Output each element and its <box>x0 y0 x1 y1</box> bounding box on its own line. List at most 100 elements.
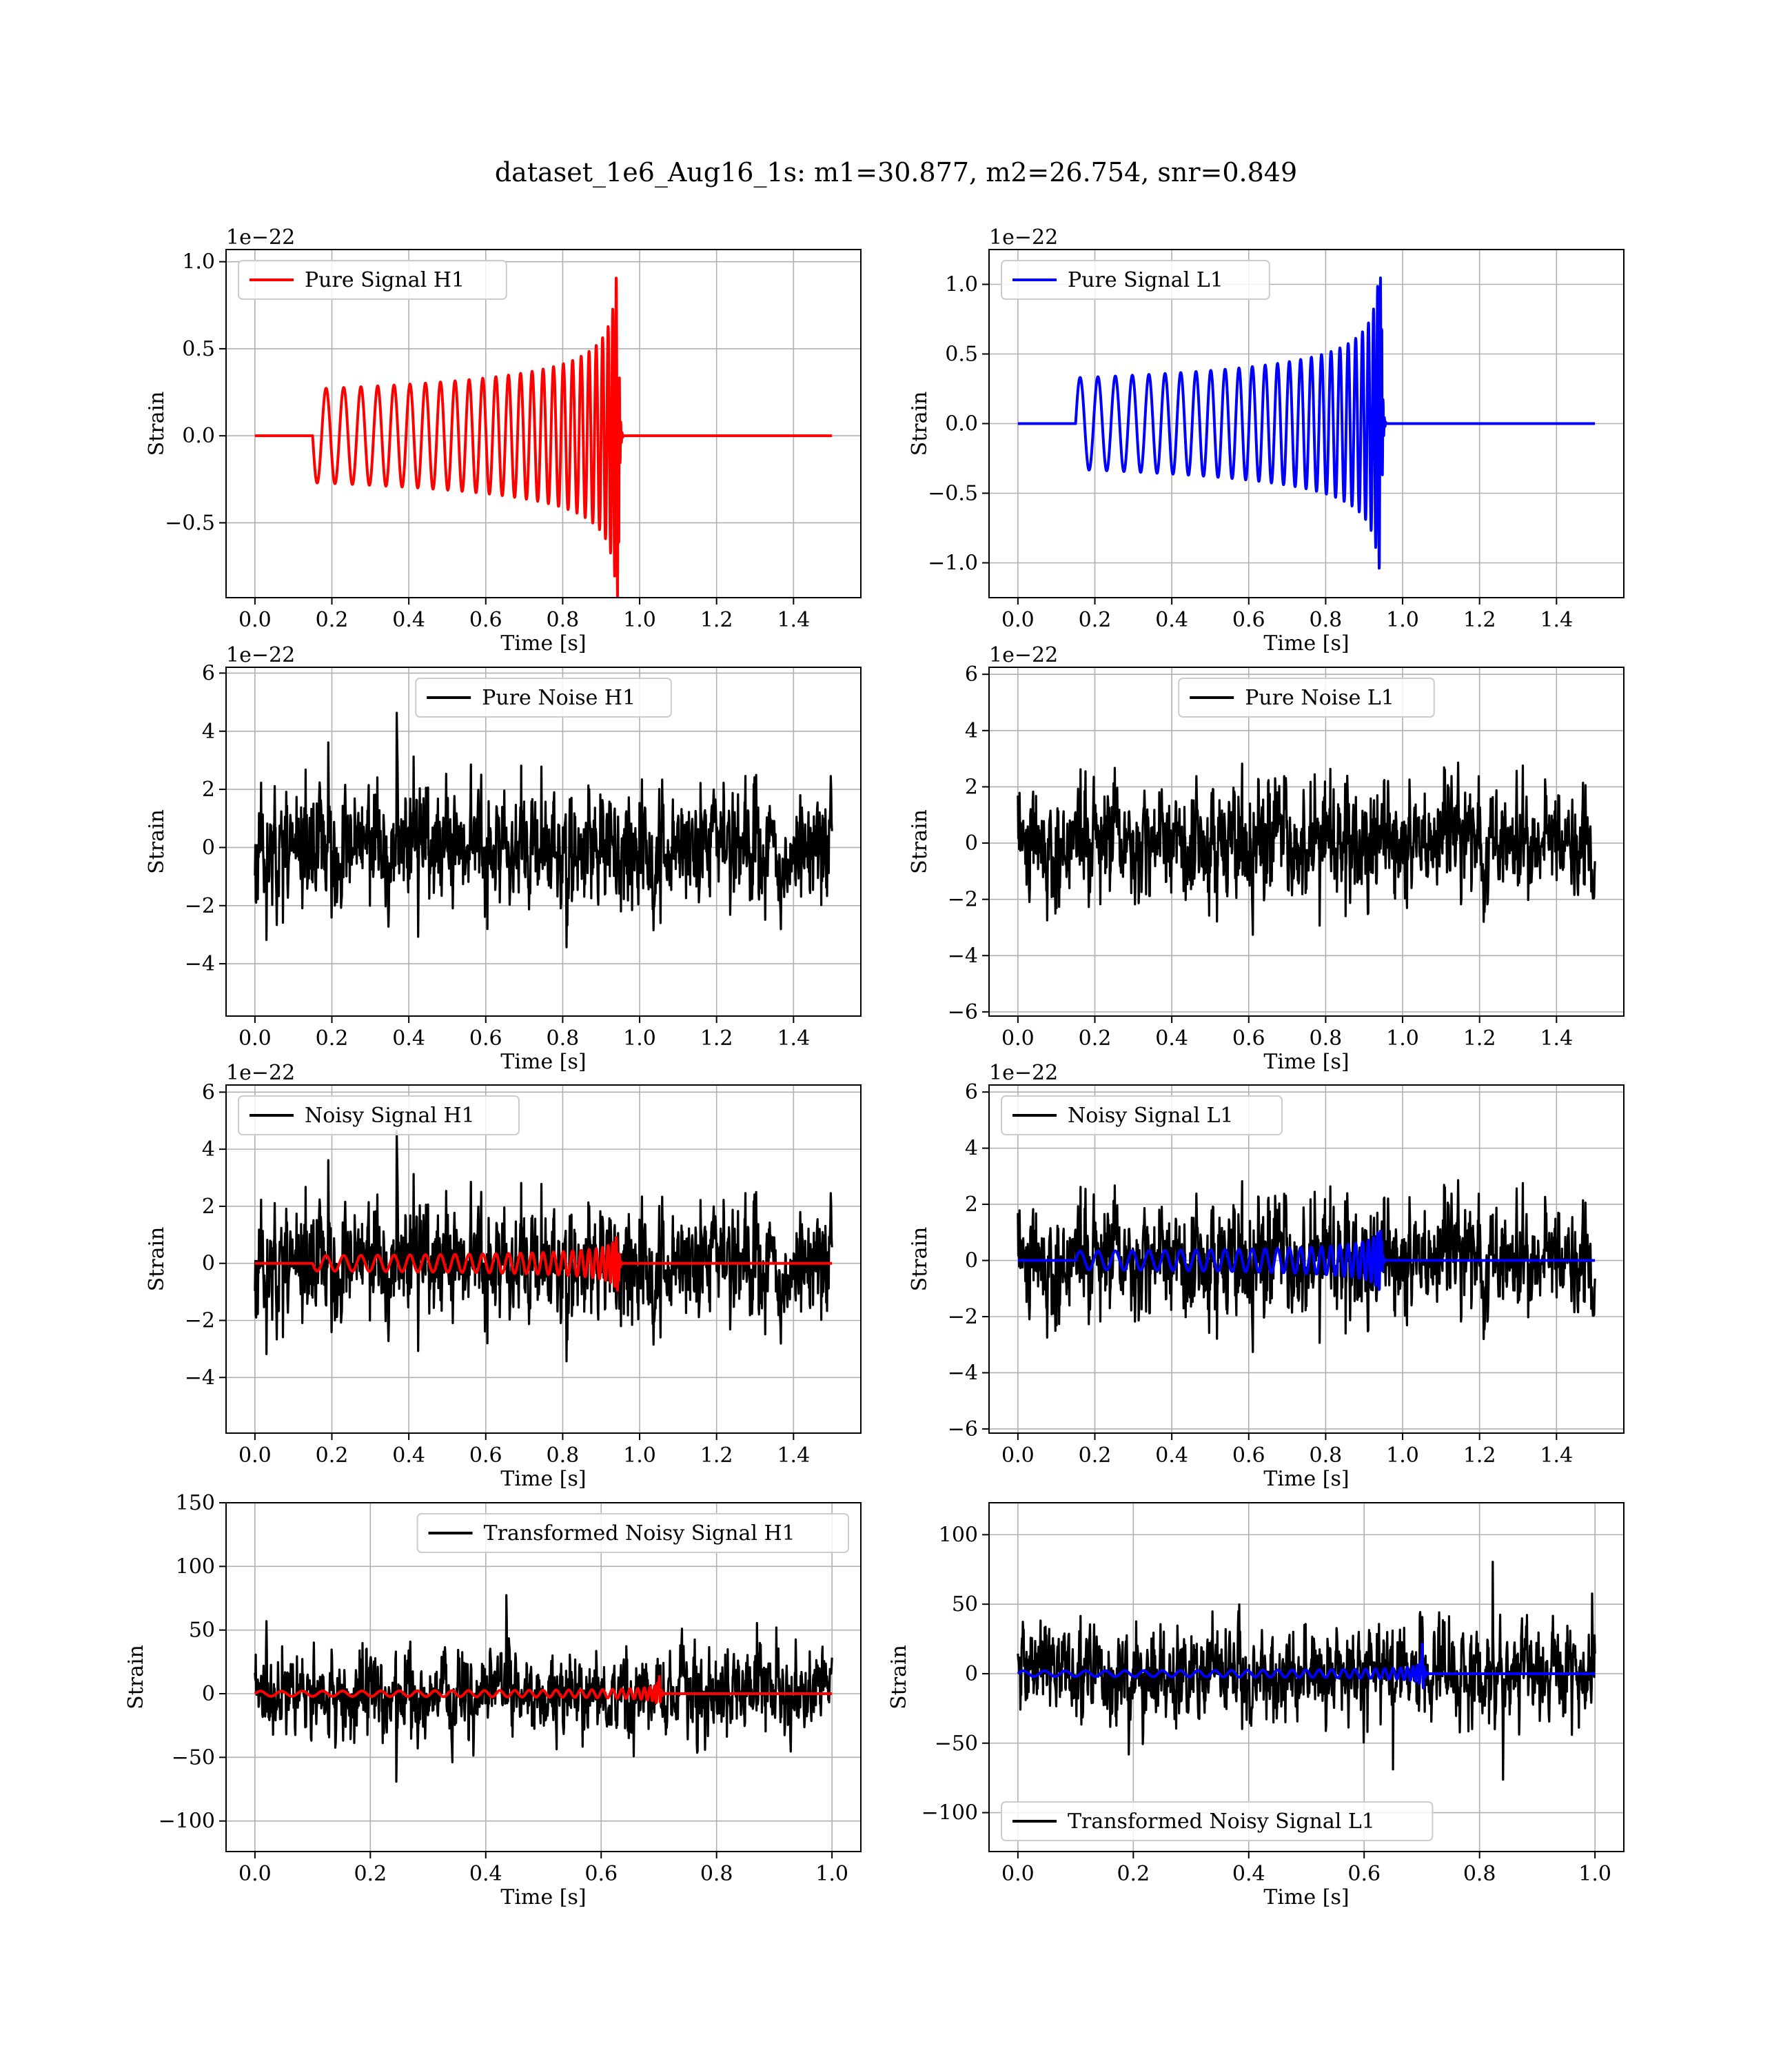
x-tick-label: 1.0 <box>623 608 656 632</box>
series-line-chirp-overlay <box>254 1675 833 1705</box>
y-tick-label: 4 <box>965 719 978 743</box>
y-tick-label: 0 <box>202 835 215 860</box>
x-tick-label: 1.2 <box>700 1443 733 1468</box>
x-tick-label: 0.4 <box>1155 1443 1188 1468</box>
x-tick-label: 0.6 <box>584 1862 618 1886</box>
legend-label: Pure Signal L1 <box>1068 268 1223 292</box>
series-group <box>1017 1179 1596 1353</box>
legend: Pure Noise H1 <box>415 678 672 718</box>
legend-box <box>238 260 507 300</box>
y-tick-label: 0 <box>202 1682 215 1706</box>
legend-box <box>1001 1095 1283 1135</box>
x-tick-label: 0.4 <box>1155 608 1188 632</box>
y-tick-label: −4 <box>948 1361 978 1385</box>
y-tick-label: 0 <box>965 1662 978 1686</box>
chart-pure_noise_h1: 0.0 0.2 0.4 0.6 0.8 1.0 1.2 1.4 −4 −2 0 2 4 6 Time [s]… <box>145 643 862 1074</box>
chart-pure_noise_l1: 0.0 0.2 0.4 0.6 0.8 1.0 1.2 1.4 −6 −4 −2 0 2 4 6 Time [… <box>908 643 1625 1074</box>
legend-box <box>238 1095 520 1135</box>
legend-box <box>1001 1801 1434 1841</box>
y-tick-label: −0.5 <box>165 511 215 535</box>
series-line-transformed-noisy-signal-l1 <box>1017 1561 1596 1781</box>
x-tick-label: 1.0 <box>815 1862 848 1886</box>
x-tick-label: 0.6 <box>469 1026 502 1051</box>
x-tick-label: 1.4 <box>1540 1026 1573 1051</box>
x-tick-label: 1.2 <box>1463 1443 1496 1468</box>
x-tick-label: 0.2 <box>1079 608 1112 632</box>
x-tick-label: 0.8 <box>700 1862 733 1886</box>
series-group <box>254 711 833 949</box>
y-tick-label: −50 <box>172 1745 215 1770</box>
x-tick-label: 0.8 <box>1310 1443 1343 1468</box>
y-tick-label: −100 <box>159 1810 215 1834</box>
legend-label: Pure Noise H1 <box>482 686 635 710</box>
series-group <box>1017 761 1596 936</box>
legend-label: Pure Noise L1 <box>1245 686 1394 710</box>
x-tick-label: 1.0 <box>623 1026 656 1051</box>
series-line-chirp-overlay <box>254 1236 833 1292</box>
chart-transformed_noisy_signal_l1: 0.0 0.2 0.4 0.6 0.8 1.0 −100 −50 0 50 100 Time [s] S… <box>887 1502 1625 1909</box>
x-tick-label: 1.4 <box>777 608 810 632</box>
x-tick-label: 0.0 <box>1001 1862 1035 1886</box>
y-tick-label: −4 <box>948 944 978 968</box>
y-tick-label: 2 <box>965 775 978 799</box>
legend-box <box>416 1513 849 1553</box>
axis-offset-text: 1e−22 <box>226 1061 295 1085</box>
x-tick-label: 0.0 <box>1001 1026 1035 1051</box>
x-tick-label: 0.6 <box>469 1443 502 1468</box>
axis-offset-text: 1e−22 <box>226 225 295 250</box>
y-tick-label: 0.0 <box>182 424 215 448</box>
x-axis-label: Time [s] <box>1263 1885 1349 1909</box>
y-tick-label: −1.0 <box>928 551 978 576</box>
x-tick-label: 0.4 <box>392 1443 425 1468</box>
legend-label: Transformed Noisy Signal H1 <box>484 1521 795 1545</box>
legend-label: Noisy Signal H1 <box>305 1104 475 1128</box>
axis-offset-text: 1e−22 <box>989 643 1058 667</box>
x-tick-label: 0.2 <box>316 608 349 632</box>
x-tick-label: 1.4 <box>1540 1443 1573 1468</box>
legend-label: Transformed Noisy Signal L1 <box>1068 1810 1375 1834</box>
y-tick-label: 100 <box>176 1554 215 1579</box>
x-tick-label: 0.6 <box>1232 1443 1265 1468</box>
y-tick-label: 100 <box>939 1523 978 1547</box>
y-tick-label: 1.0 <box>945 273 978 297</box>
y-axis-label: Strain <box>908 1227 932 1292</box>
legend: Transformed Noisy Signal H1 <box>416 1513 849 1553</box>
x-tick-label: 1.4 <box>777 1443 810 1468</box>
y-tick-label: 0.0 <box>945 412 978 436</box>
y-tick-label: 2 <box>202 1195 215 1219</box>
x-axis-label: Time [s] <box>500 1050 586 1074</box>
y-tick-label: 6 <box>965 662 978 687</box>
y-tick-label: 4 <box>202 1137 215 1162</box>
x-tick-label: 0.0 <box>238 1443 272 1468</box>
x-tick-label: 0.4 <box>392 1026 425 1051</box>
x-axis-label: Time [s] <box>1263 1050 1349 1074</box>
legend: Transformed Noisy Signal L1 <box>1001 1801 1434 1841</box>
series-group <box>1017 276 1596 570</box>
legend-box <box>1001 260 1270 300</box>
series-line-chirp-overlay <box>1017 1642 1596 1690</box>
x-tick-label: 1.0 <box>1386 1443 1419 1468</box>
x-tick-label: 1.4 <box>777 1026 810 1051</box>
plot-frame <box>225 1084 862 1434</box>
chart-noisy_signal_l1: 0.0 0.2 0.4 0.6 0.8 1.0 1.2 1.4 −6 −4 −2 0 2 4 6 Time [… <box>908 1061 1625 1491</box>
series-line-noisy-signal-l1 <box>1017 1179 1596 1353</box>
x-tick-label: 1.2 <box>1463 608 1496 632</box>
series-group <box>1017 1561 1596 1781</box>
y-axis-label: Strain <box>124 1645 148 1710</box>
x-tick-label: 0.8 <box>1310 1026 1343 1051</box>
y-tick-label: 50 <box>952 1592 978 1616</box>
y-tick-label: 0.5 <box>182 337 215 361</box>
y-tick-label: 2 <box>202 778 215 802</box>
plot-frame <box>225 1502 862 1852</box>
figure-title: dataset_1e6_Aug16_1s: m1=30.877, m2=26.7… <box>494 157 1298 187</box>
y-tick-label: −6 <box>948 1000 978 1024</box>
x-tick-label: 0.0 <box>1001 1443 1035 1468</box>
x-tick-label: 1.0 <box>1386 1026 1419 1051</box>
x-axis-label: Time [s] <box>1263 1467 1349 1491</box>
y-tick-label: −50 <box>935 1732 978 1756</box>
y-tick-label: −100 <box>922 1801 978 1825</box>
x-tick-label: 0.6 <box>1347 1862 1381 1886</box>
y-tick-label: 6 <box>965 1080 978 1104</box>
x-tick-label: 0.4 <box>1232 1862 1265 1886</box>
